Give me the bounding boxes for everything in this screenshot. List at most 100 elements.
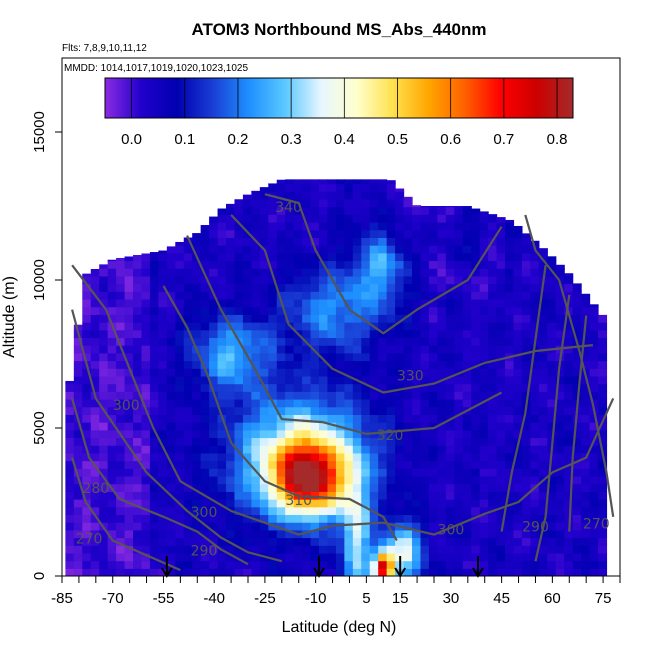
heat-cell <box>420 414 430 423</box>
heat-cell <box>505 260 515 269</box>
heat-cell <box>445 237 455 246</box>
heat-cell <box>200 552 210 562</box>
heat-cell <box>192 483 202 492</box>
heat-cell <box>141 552 151 562</box>
heat-cell <box>234 206 244 215</box>
heat-cell <box>403 322 413 331</box>
heat-cell <box>471 345 481 354</box>
heat-cell <box>445 429 455 439</box>
heat-cell <box>310 552 320 562</box>
heat-cell <box>412 206 422 215</box>
heat-cell <box>302 198 312 208</box>
heat-cell <box>327 398 337 408</box>
heat-cell <box>530 283 540 292</box>
heat-cell <box>133 552 143 562</box>
heat-cell <box>564 414 574 423</box>
heat-cell <box>251 268 261 277</box>
heat-cell <box>479 552 489 562</box>
heat-cell <box>310 214 320 223</box>
heat-cell <box>454 283 464 292</box>
heat-cell <box>403 545 413 554</box>
heat-cell <box>141 275 151 285</box>
heat-cell <box>242 537 252 546</box>
heat-cell <box>234 491 244 500</box>
heat-cell <box>319 406 329 415</box>
heat-cell <box>395 398 405 408</box>
heat-cell <box>462 475 472 485</box>
heat-cell <box>420 506 430 516</box>
heat-cell <box>513 329 523 339</box>
heat-cell <box>82 368 92 377</box>
heat-cell <box>513 306 523 315</box>
heat-cell <box>369 345 379 354</box>
heat-cell <box>200 283 210 292</box>
heat-cell <box>310 360 320 369</box>
heat-cell <box>327 383 337 392</box>
heat-cell <box>293 237 303 246</box>
heat-cell <box>149 298 159 308</box>
heat-cell <box>369 414 379 423</box>
heat-cell <box>259 345 269 354</box>
heat-cell <box>226 414 236 423</box>
heat-cell <box>268 260 278 269</box>
heat-cell <box>462 422 472 431</box>
heat-cell <box>242 283 252 292</box>
heat-cell <box>378 383 388 392</box>
heat-cell <box>386 337 396 346</box>
heat-cell <box>479 460 489 469</box>
heat-cell <box>395 191 405 200</box>
heat-cell <box>521 352 531 362</box>
heat-cell <box>428 368 438 377</box>
heat-cell <box>564 499 574 508</box>
heat-cell <box>564 283 574 292</box>
heat-cell <box>217 506 227 516</box>
heat-cell <box>428 445 438 454</box>
heat-cell <box>352 506 362 516</box>
heat-cell <box>496 475 506 485</box>
heat-cell <box>547 483 557 492</box>
heat-cell <box>564 529 574 539</box>
heat-cell <box>564 314 574 323</box>
heat-cell <box>192 298 202 308</box>
heat-cell <box>90 352 100 362</box>
heat-cell <box>352 352 362 362</box>
heat-cell <box>217 252 227 262</box>
heat-cell <box>589 422 599 431</box>
heat-cell <box>166 352 176 362</box>
heat-cell <box>496 429 506 439</box>
heat-cell <box>488 560 498 569</box>
heat-cell <box>547 491 557 500</box>
heat-cell <box>530 240 540 246</box>
heat-cell <box>65 460 75 469</box>
heat-cell <box>107 545 117 554</box>
contour-label: 290 <box>191 543 218 559</box>
heat-cell <box>335 345 345 354</box>
heat-cell <box>361 375 371 385</box>
heat-cell <box>496 252 506 262</box>
heat-cell <box>513 345 523 354</box>
heat-cell <box>310 306 320 315</box>
x-tick-label: -70 <box>102 590 124 607</box>
heat-cell <box>403 352 413 362</box>
heat-cell <box>141 568 151 576</box>
heat-cell <box>361 275 371 285</box>
heat-cell <box>598 337 608 346</box>
heat-cell <box>479 237 489 246</box>
heat-cell <box>226 391 236 400</box>
heat-cell <box>530 445 540 454</box>
heat-cell <box>581 422 591 431</box>
heat-cell <box>454 552 464 562</box>
heat-cell <box>149 414 159 423</box>
heat-cell <box>378 475 388 485</box>
heat-cell <box>82 568 92 576</box>
heat-cell <box>116 268 126 277</box>
heat-cell <box>242 237 252 246</box>
heat-cell <box>496 552 506 562</box>
heat-cell <box>226 491 236 500</box>
heat-cell <box>149 275 159 285</box>
heat-cell <box>479 422 489 431</box>
heat-cell <box>496 560 506 569</box>
heat-cell <box>209 245 219 254</box>
heat-cell <box>386 560 396 569</box>
heat-cell <box>242 460 252 469</box>
